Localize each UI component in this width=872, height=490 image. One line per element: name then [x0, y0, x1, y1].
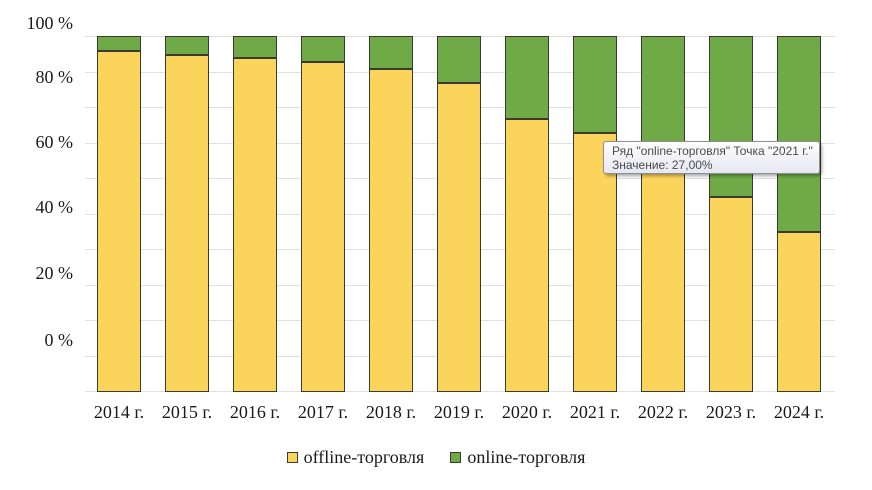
- tooltip-series-point-line: Ряд "online-торговля" Точка "2021 г.": [612, 144, 813, 158]
- bar-2016: [233, 36, 277, 392]
- bar-segment-online-2014[interactable]: [97, 36, 141, 51]
- tooltip-value-line: Значение: 27,00%: [612, 158, 713, 172]
- bar-2024: [777, 36, 821, 392]
- bar-segment-online-2024[interactable]: [777, 36, 821, 232]
- x-axis-category-label: 2022 г.: [637, 402, 689, 422]
- y-axis-tick-label: 60 %: [35, 132, 74, 152]
- bar-2023: [709, 36, 753, 392]
- x-axis-category-label: 2014 г.: [93, 402, 145, 422]
- bar-segment-offline-2020[interactable]: [505, 119, 549, 392]
- bar-segment-offline-2021[interactable]: [573, 133, 617, 392]
- bar-segment-offline-2018[interactable]: [369, 69, 413, 392]
- y-axis-tick-label: 20 %: [35, 263, 74, 283]
- bar-segment-online-2019[interactable]: [437, 36, 481, 83]
- bar-2018: [369, 36, 413, 392]
- bar-segment-online-2020[interactable]: [505, 36, 549, 119]
- bar-segment-online-2018[interactable]: [369, 36, 413, 69]
- online-legend-label: online-торговля: [467, 447, 586, 467]
- bar-2019: [437, 36, 481, 392]
- datapoint-tooltip: Ряд "online-торговля" Точка "2021 г." Зн…: [603, 141, 820, 174]
- bar-segment-offline-2016[interactable]: [233, 58, 277, 392]
- bar-segment-offline-2019[interactable]: [437, 83, 481, 392]
- bar-segment-offline-2024[interactable]: [777, 232, 821, 392]
- bar-2015: [165, 36, 209, 392]
- bar-2022: [641, 36, 685, 392]
- x-axis-category-label: 2016 г.: [229, 402, 281, 422]
- x-axis-category-label: 2018 г.: [365, 402, 417, 422]
- plot-area: [85, 36, 835, 392]
- x-axis-category-label: 2020 г.: [501, 402, 553, 422]
- bar-segment-offline-2015[interactable]: [165, 55, 209, 392]
- y-axis-tick-label: 0 %: [44, 330, 74, 350]
- x-axis-category-label: 2023 г.: [705, 402, 757, 422]
- bar-2017: [301, 36, 345, 392]
- bar-2021: [573, 36, 617, 392]
- offline-series-swatch-icon: [286, 451, 298, 463]
- bar-segment-offline-2023[interactable]: [709, 197, 753, 392]
- y-axis-tick-label: 80 %: [35, 67, 74, 87]
- bar-2020: [505, 36, 549, 392]
- bar-segment-offline-2014[interactable]: [97, 51, 141, 392]
- offline-legend-label: offline-торговля: [303, 447, 425, 467]
- bar-segment-offline-2022[interactable]: [641, 161, 685, 392]
- legend-item-offline[interactable]: offline-торговля: [286, 447, 425, 467]
- x-axis-category-label: 2024 г.: [773, 402, 825, 422]
- y-axis-tick-label: 100 %: [26, 13, 74, 33]
- bar-segment-online-2015[interactable]: [165, 36, 209, 55]
- bar-segment-offline-2017[interactable]: [301, 62, 345, 392]
- bar-segment-online-2016[interactable]: [233, 36, 277, 58]
- legend-item-online[interactable]: online-торговля: [450, 447, 585, 467]
- bar-2014: [97, 36, 141, 392]
- legend: offline-торговля online-торговля: [0, 447, 872, 467]
- x-axis-category-label: 2021 г.: [569, 402, 621, 422]
- x-axis-category-label: 2017 г.: [297, 402, 349, 422]
- bar-segment-online-2017[interactable]: [301, 36, 345, 62]
- x-axis-category-label: 2015 г.: [161, 402, 213, 422]
- online-series-swatch-icon: [450, 451, 462, 463]
- x-axis-category-label: 2019 г.: [433, 402, 485, 422]
- y-axis-tick-label: 40 %: [35, 197, 74, 217]
- bar-segment-online-2021[interactable]: [573, 36, 617, 133]
